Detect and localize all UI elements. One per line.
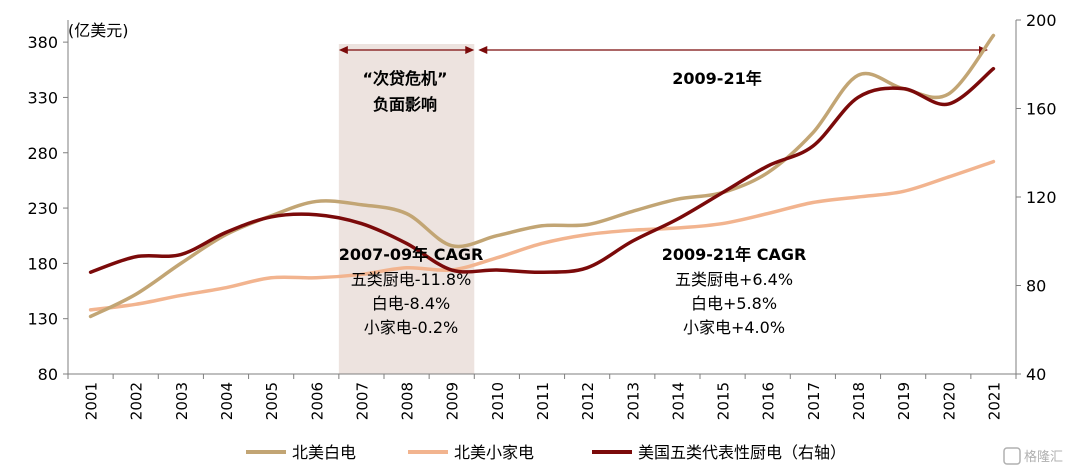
y2-tick-label: 80: [1026, 277, 1046, 296]
y-tick-label: 380: [27, 33, 58, 52]
y-tick-label: 130: [27, 310, 58, 329]
legend-label-1: 北美小家电: [454, 443, 534, 462]
y-tick-label: 80: [38, 365, 58, 384]
x-tick-label: 2016: [760, 382, 778, 420]
x-tick-label: 2021: [985, 382, 1003, 420]
cagr-right-title: 2009-21年 CAGR: [662, 245, 807, 264]
cagr-right-line-3: 小家电+4.0%: [683, 318, 785, 337]
watermark-logo-icon: [1003, 447, 1021, 465]
series-line-0: [88, 33, 996, 319]
x-tick-label: 2011: [534, 382, 552, 420]
cagr-left-title: 2007-09年 CAGR: [339, 245, 484, 264]
x-tick-label: 2007: [353, 382, 371, 420]
x-tick-label: 2004: [218, 382, 236, 420]
x-tick-label: 2012: [579, 382, 597, 420]
cagr-left-line-1: 五类厨电-11.8%: [351, 270, 472, 289]
cagr-right-line-2: 白电+5.8%: [691, 294, 777, 313]
y-tick-label: 180: [27, 254, 58, 273]
recovery-arrow-head-left: [478, 46, 488, 54]
legend: 北美白电 北美小家电 美国五类代表性厨电（右轴）: [246, 443, 846, 462]
y2-tick-label: 40: [1026, 365, 1046, 384]
axes: 80 130 180 230 280 330 380 40 80 120 160 200 2001 200…: [27, 11, 1056, 420]
watermark-text: 格隆汇: [1024, 449, 1063, 465]
legend-label-0: 北美白电: [292, 443, 356, 462]
cagr-left-line-2: 白电-8.4%: [372, 294, 450, 313]
series-lines: [88, 33, 996, 319]
crisis-arrow-head-left: [338, 46, 348, 54]
x-tick-label: 2014: [669, 382, 687, 420]
y2-tick-label: 200: [1026, 11, 1057, 30]
x-tick-label: 2010: [489, 382, 507, 420]
x-tick-label: 2003: [173, 382, 191, 420]
cagr-left-line-3: 小家电-0.2%: [364, 318, 458, 337]
x-tick-label: 2018: [850, 382, 868, 420]
x-tick-label: 2015: [715, 382, 733, 420]
y-tick-label: 330: [27, 88, 58, 107]
x-tick-label: 2001: [83, 382, 101, 420]
y2-tick-label: 120: [1026, 188, 1057, 207]
watermark: 格隆汇: [1003, 447, 1063, 465]
crisis-shaded-region: [338, 44, 475, 374]
crisis-arrow-head-right: [465, 46, 475, 54]
crisis-shade: [338, 44, 475, 374]
legend-label-2: 美国五类代表性厨电（右轴）: [638, 443, 846, 462]
x-tick-label: 2005: [263, 382, 281, 420]
x-tick-label: 2009: [444, 382, 462, 420]
cagr-right-line-1: 五类厨电+6.4%: [675, 270, 793, 289]
y2-tick-label: 160: [1026, 100, 1057, 119]
x-tick-label: 2013: [624, 382, 642, 420]
crisis-label-line2: 负面影响: [373, 95, 437, 114]
x-tick-label: 2006: [308, 382, 326, 420]
y-tick-label: 280: [27, 144, 58, 163]
annotations: (亿美元) “次贷危机” 负面影响 2009-21年 2007-09年 CAGR…: [68, 21, 806, 337]
x-tick-label: 2017: [805, 382, 823, 420]
x-tick-label: 2019: [895, 382, 913, 420]
y-tick-label: 230: [27, 199, 58, 218]
x-tick-label: 2020: [940, 382, 958, 420]
y-axis-label: (亿美元): [68, 21, 129, 40]
x-tick-label: 2008: [399, 382, 417, 420]
crisis-label-line1: “次贷危机”: [362, 69, 447, 88]
x-tick-label: 2002: [128, 382, 146, 420]
recovery-label: 2009-21年: [672, 69, 761, 88]
